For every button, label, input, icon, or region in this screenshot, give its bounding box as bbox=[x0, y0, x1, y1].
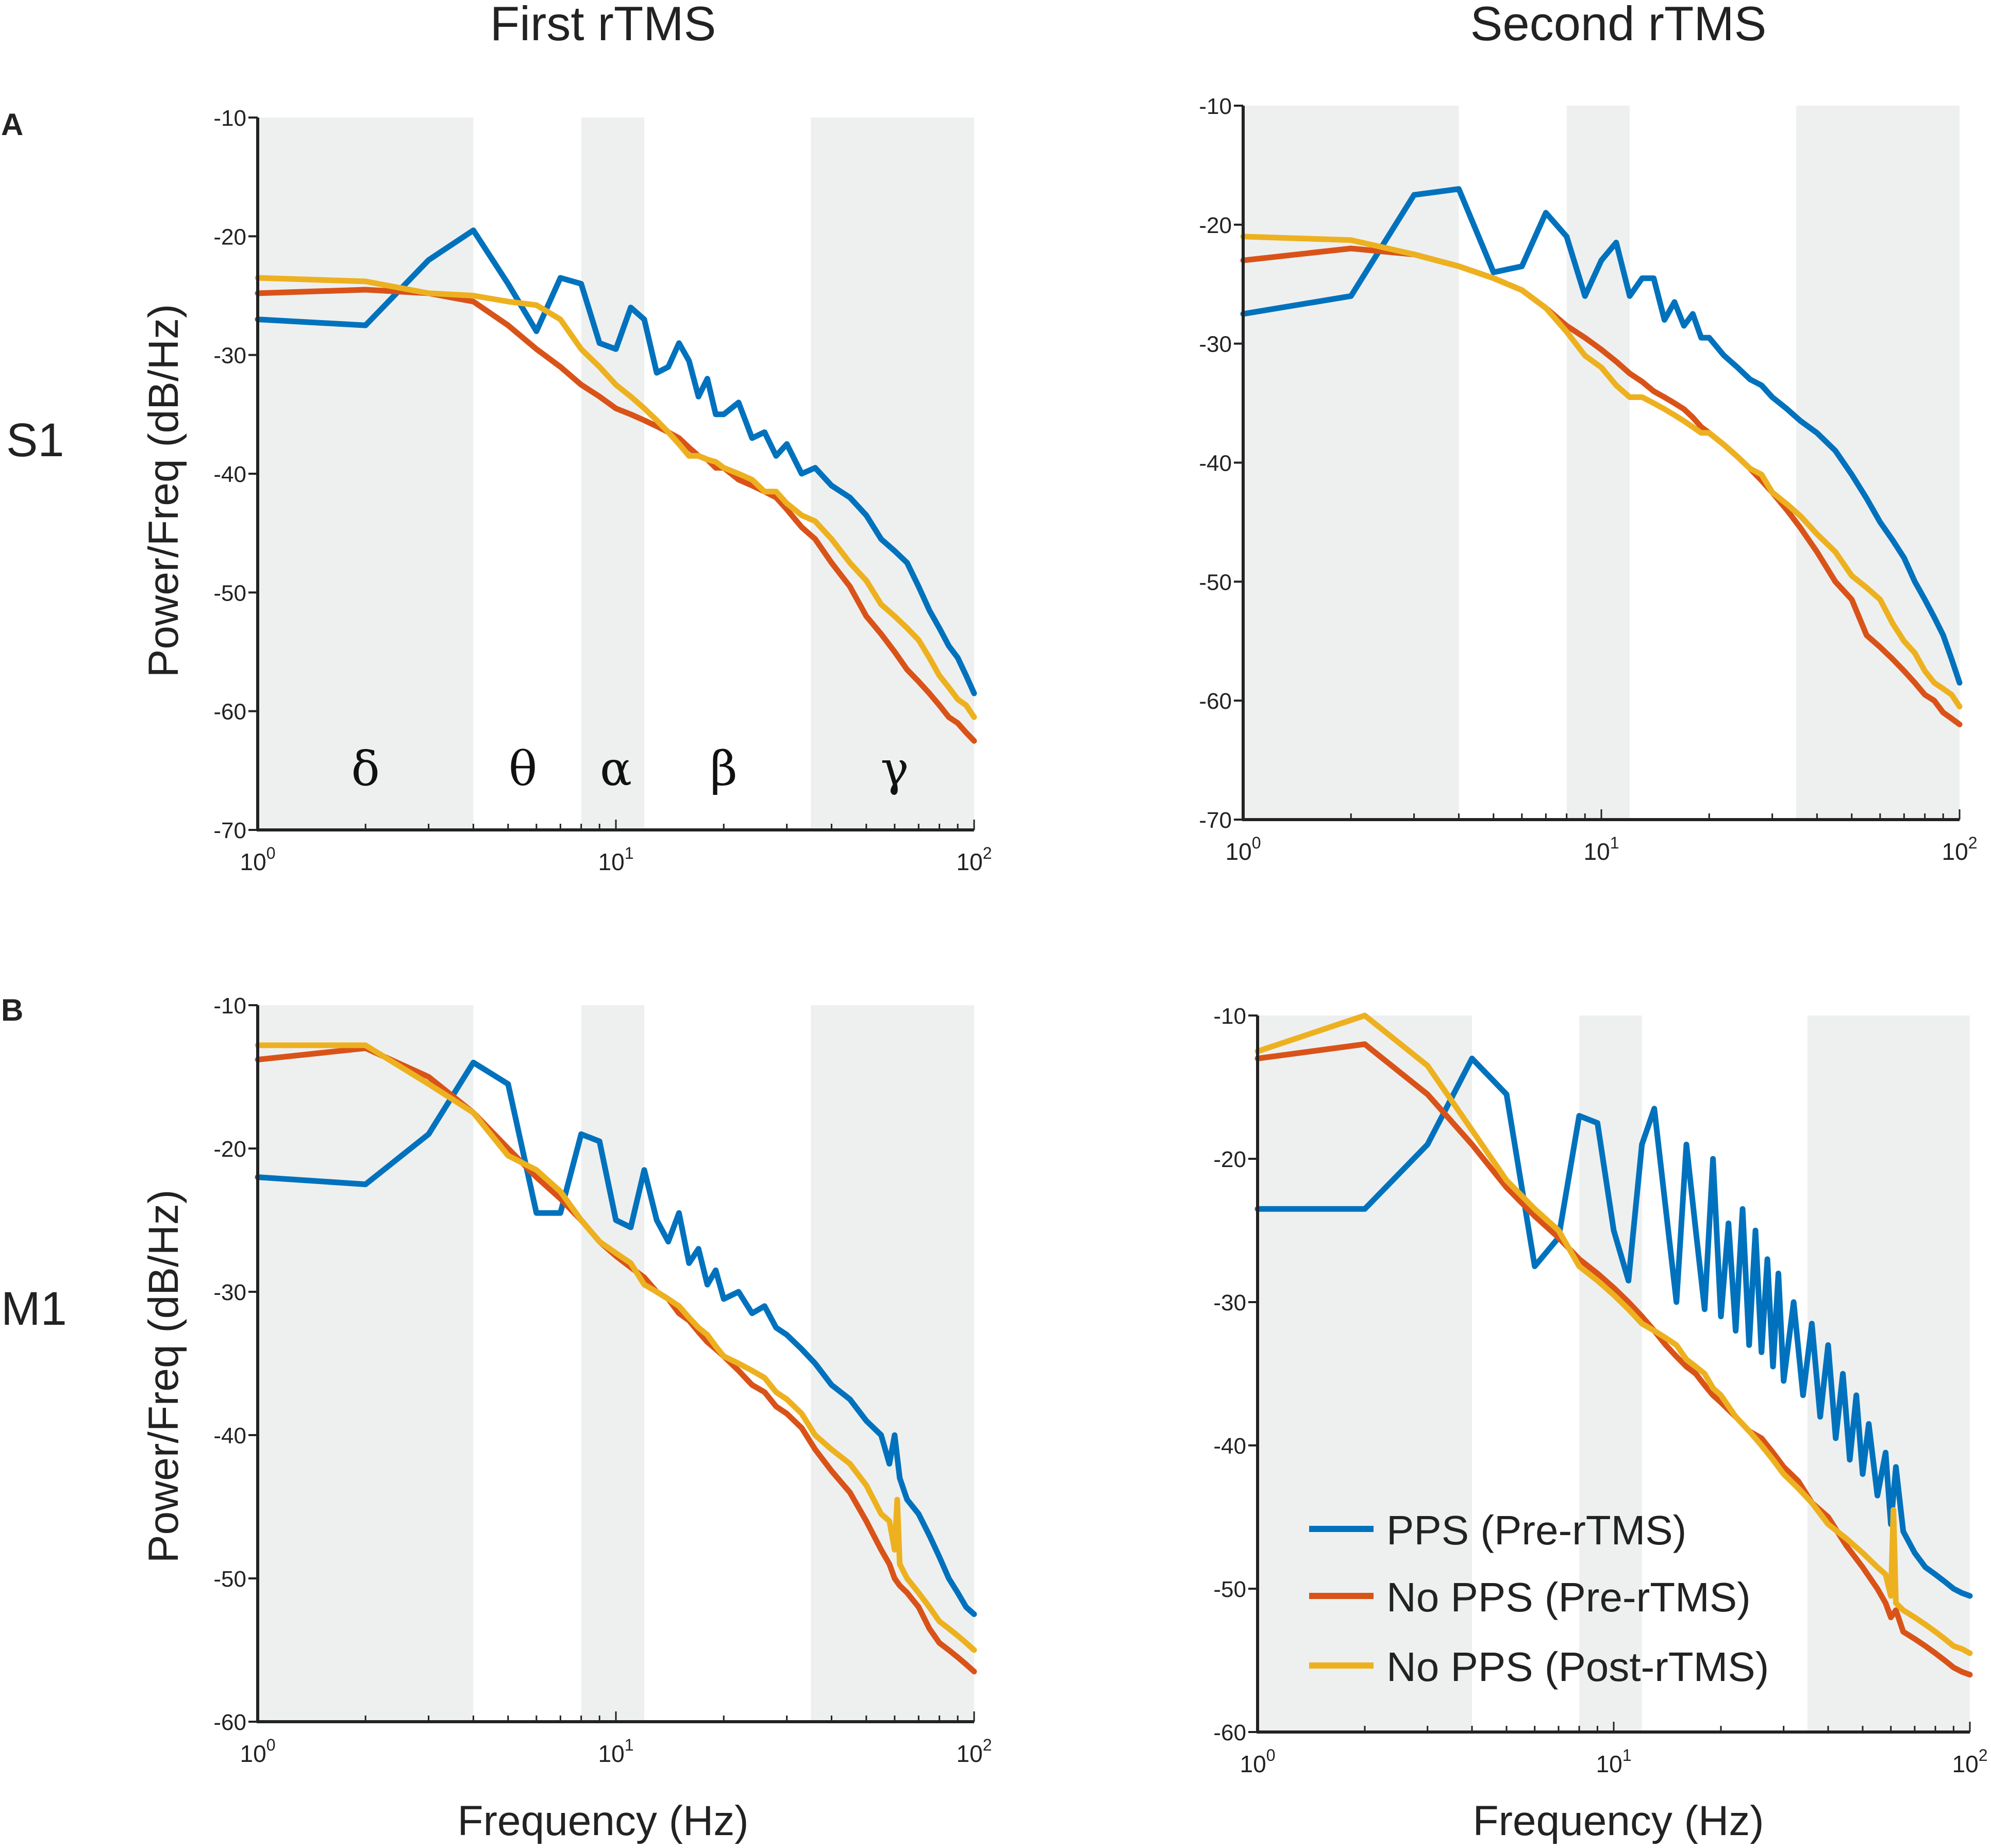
series-line-nopps-post bbox=[255, 275, 977, 720]
y-tick-label: -40 bbox=[213, 1423, 246, 1449]
band-shade bbox=[1566, 106, 1630, 820]
legend-label-pps-pre: PPS (Pre-rTMS) bbox=[1386, 1507, 1686, 1553]
y-tick-label: -70 bbox=[1199, 808, 1232, 833]
x-tick-label: 100 bbox=[240, 844, 276, 875]
x-axis-label-first: Frequency (Hz) bbox=[457, 1797, 748, 1844]
y-tick-label: -30 bbox=[1213, 1290, 1246, 1316]
x-tick-label: 101 bbox=[598, 1736, 634, 1767]
y-tick-label: -60 bbox=[1199, 689, 1232, 714]
y-axis-label-a: Power/Freq (dB/Hz) bbox=[140, 304, 187, 678]
series-line-pps-pre bbox=[1240, 186, 1963, 686]
column-title-first: First rTMS bbox=[490, 0, 716, 51]
x-axis-label-second: Frequency (Hz) bbox=[1473, 1797, 1764, 1844]
band-label: β bbox=[710, 741, 738, 796]
series-line-pps-pre bbox=[255, 227, 977, 696]
row-label-s1: S1 bbox=[6, 414, 64, 467]
y-tick-label: -50 bbox=[1213, 1577, 1246, 1602]
x-tick-label: 102 bbox=[957, 844, 992, 875]
y-tick-label: -40 bbox=[1213, 1434, 1246, 1459]
series-line-nopps-post bbox=[1254, 1012, 1973, 1656]
y-tick-label: -10 bbox=[213, 106, 246, 131]
legend-label-nopps-post: No PPS (Post-rTMS) bbox=[1386, 1644, 1769, 1690]
band-shade bbox=[258, 118, 474, 830]
x-tick-label: 101 bbox=[1596, 1746, 1632, 1777]
y-tick-label: -30 bbox=[1199, 332, 1232, 357]
y-tick-label: -10 bbox=[213, 993, 246, 1019]
y-tick-label: -30 bbox=[213, 1280, 246, 1305]
y-tick-label: -40 bbox=[213, 462, 246, 487]
y-tick-label: -20 bbox=[213, 1137, 246, 1162]
x-tick-label: 102 bbox=[1952, 1746, 1988, 1777]
column-title-second: Second rTMS bbox=[1470, 0, 1767, 51]
band-label: δ bbox=[352, 741, 380, 796]
y-tick-label: -50 bbox=[1199, 570, 1232, 595]
band-label: θ bbox=[509, 741, 537, 796]
series-line-nopps-post bbox=[255, 1042, 977, 1653]
x-tick-label: 100 bbox=[1226, 834, 1261, 865]
series-line-nopps-post bbox=[1240, 234, 1963, 710]
y-tick-label: -50 bbox=[213, 1567, 246, 1592]
band-shade bbox=[1243, 106, 1459, 820]
legend-label-nopps-pre: No PPS (Pre-rTMS) bbox=[1386, 1574, 1751, 1620]
y-tick-label: -60 bbox=[213, 700, 246, 725]
row-letter-b: B bbox=[1, 993, 23, 1027]
y-tick-label: -20 bbox=[1213, 1147, 1246, 1172]
y-tick-label: -20 bbox=[213, 224, 246, 249]
x-tick-label: 102 bbox=[1942, 834, 1978, 865]
band-shade bbox=[1796, 106, 1960, 820]
band-label: α bbox=[600, 741, 632, 796]
y-axis-label-b: Power/Freq (dB/Hz) bbox=[140, 1190, 187, 1563]
y-tick-label: -50 bbox=[213, 580, 246, 606]
row-letter-a: A bbox=[1, 107, 23, 142]
x-tick-label: 102 bbox=[957, 1736, 992, 1767]
band-shade bbox=[1579, 1015, 1642, 1732]
legend: PPS (Pre-rTMS) No PPS (Pre-rTMS) No PPS … bbox=[1309, 1507, 1769, 1690]
band-label: γ bbox=[880, 741, 909, 796]
series-line-pps-pre bbox=[1254, 1055, 1973, 1599]
y-tick-label: -20 bbox=[1199, 213, 1232, 238]
band-shade bbox=[811, 1005, 974, 1722]
band-shade bbox=[811, 118, 974, 830]
band-shade bbox=[1258, 1015, 1473, 1732]
y-tick-label: -60 bbox=[213, 1710, 246, 1735]
y-tick-label: -10 bbox=[1213, 1004, 1246, 1029]
series-line-pps-pre bbox=[255, 1059, 977, 1617]
y-tick-label: -70 bbox=[213, 818, 246, 843]
y-tick-label: -60 bbox=[1213, 1720, 1246, 1745]
y-tick-label: -40 bbox=[1199, 451, 1232, 476]
row-label-m1: M1 bbox=[1, 1283, 67, 1335]
y-tick-label: -10 bbox=[1199, 94, 1232, 119]
x-tick-label: 100 bbox=[1240, 1746, 1276, 1777]
x-tick-label: 100 bbox=[240, 1736, 276, 1767]
y-tick-label: -30 bbox=[213, 343, 246, 369]
band-shade bbox=[581, 118, 645, 830]
x-tick-label: 101 bbox=[1584, 834, 1619, 865]
band-shade bbox=[581, 1005, 645, 1722]
x-tick-label: 101 bbox=[598, 844, 634, 875]
